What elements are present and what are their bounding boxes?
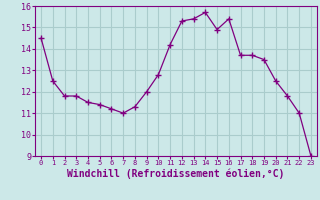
X-axis label: Windchill (Refroidissement éolien,°C): Windchill (Refroidissement éolien,°C) (67, 169, 285, 179)
